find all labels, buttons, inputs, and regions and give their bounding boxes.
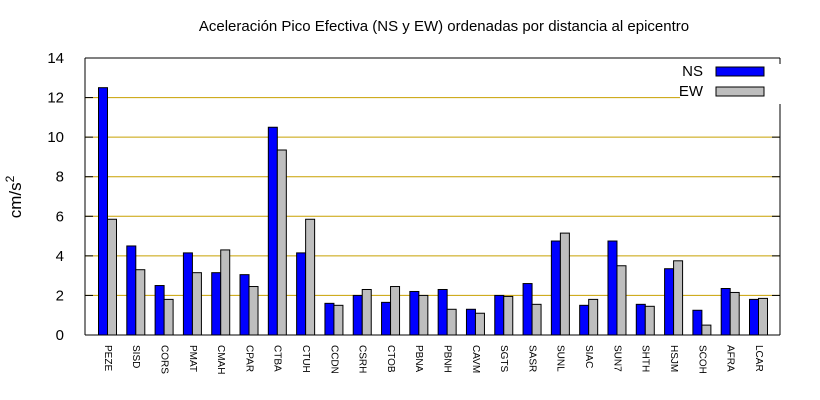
bar-ns-ctob	[381, 301, 392, 336]
x-tick-label: CTUH	[300, 345, 311, 373]
x-tick-label: SGTS	[498, 345, 509, 373]
y-tick-label: 2	[56, 287, 64, 304]
bar-ns-afra	[720, 288, 731, 336]
legend-label-ew: EW	[679, 83, 704, 100]
bar-ns-scoh	[692, 309, 703, 336]
legend-label-ns: NS	[682, 63, 703, 80]
bar-ew-hsjm	[673, 260, 684, 336]
bar-ew-scoh	[701, 324, 712, 336]
y-tick-label: 6	[56, 208, 64, 225]
x-tick-label: PEZE	[102, 345, 113, 371]
y-tick-label: 10	[47, 129, 64, 146]
bar-ns-sunl	[550, 240, 561, 336]
bar-ns-sun7	[607, 240, 618, 336]
x-tick-label: CCDN	[328, 345, 339, 374]
x-tick-label: SHTH	[640, 345, 651, 372]
x-tick-label: CTBA	[272, 345, 283, 372]
bar-ns-pmat	[182, 252, 193, 336]
bar-ew-csrh	[361, 288, 372, 336]
legend: NS EW	[679, 63, 783, 104]
x-tick-label: SASR	[526, 345, 537, 372]
x-tick-label: PBNH	[442, 345, 453, 373]
y-axis-label: cm/s2	[3, 175, 25, 218]
bar-ew-peze	[107, 218, 117, 336]
bar-ns-hsjm	[664, 268, 675, 336]
bar-ns-ccdn	[324, 302, 335, 336]
x-tick-label: AFRA	[725, 345, 736, 372]
bars	[98, 87, 768, 336]
bar-ns-sasr	[522, 283, 533, 336]
bar-ew-lcar	[758, 297, 768, 336]
x-tick-label: CSRH	[357, 345, 368, 373]
bar-ns-cpar	[239, 274, 250, 336]
bar-ew-shth	[644, 305, 655, 336]
y-tick-label: 14	[47, 50, 64, 67]
bar-ew-sunl	[559, 232, 570, 336]
bar-ew-pbnh	[446, 308, 457, 336]
chart-title: Aceleración Pico Efectiva (NS y EW) orde…	[199, 18, 689, 35]
x-tick-label: SCOH	[696, 345, 707, 374]
bar-ns-sgts	[494, 294, 505, 336]
bar-ns-ctba	[267, 126, 278, 336]
x-tick-label: CORS	[158, 345, 169, 374]
bar-ew-ctuh	[305, 218, 316, 336]
x-tick-label: SUN7	[611, 345, 622, 372]
bar-ns-sisd	[126, 245, 137, 336]
y-tick-label: 12	[47, 90, 64, 107]
legend-swatch-ew	[715, 86, 765, 97]
bar-ew-cors	[163, 298, 174, 336]
bar-ew-cmah	[220, 249, 231, 336]
x-tick-label: CAVM	[470, 345, 481, 373]
bar-ns-pbnh	[437, 288, 448, 336]
bar-ns-peze	[98, 87, 108, 336]
bar-ns-ctuh	[296, 252, 307, 336]
x-tick-label: CTOB	[385, 345, 396, 373]
bar-ew-ctob	[390, 286, 401, 336]
y-tick-label: 4	[56, 248, 64, 265]
legend-swatch-ns	[715, 66, 765, 77]
y-axis-label-superscript: 2	[3, 175, 17, 182]
x-tick-label: LCAR	[753, 345, 764, 372]
x-tick-label: SISD	[130, 345, 141, 368]
bar-ew-afra	[729, 291, 740, 336]
x-tick-label: PMAT	[187, 345, 198, 372]
bar-ns-pbna	[409, 290, 420, 336]
y-tick-label: 8	[56, 169, 64, 186]
bar-ns-cors	[154, 285, 165, 336]
bar-ns-cmah	[211, 272, 222, 336]
x-tick-label: HSJM	[668, 345, 679, 372]
bar-ew-cavm	[474, 312, 485, 336]
bar-ew-cpar	[248, 286, 259, 336]
bar-ew-sasr	[531, 303, 542, 336]
bar-ns-csrh	[352, 294, 363, 336]
y-tick-labels: 0 2 4 6 8 10 12 14	[47, 50, 64, 344]
bar-ew-sun7	[616, 265, 627, 336]
bar-ew-sisd	[135, 269, 146, 336]
y-axis-label-unit: cm/s	[6, 182, 25, 218]
x-tick-label: PBNA	[413, 345, 424, 373]
x-tick-label: CMAH	[215, 345, 226, 374]
axes	[84, 57, 781, 336]
bar-ew-pmat	[191, 272, 202, 336]
bar-ns-lcar	[749, 298, 759, 336]
x-tick-labels: PEZE SISD CORS PMAT CMAH CPAR CTBA CTUH CCDN CSRH…	[102, 345, 764, 374]
x-tick-label: SIAC	[583, 345, 594, 368]
x-tick-label: SUNL	[555, 345, 566, 372]
bar-ns-shth	[635, 303, 646, 336]
bar-ew-sgts	[503, 295, 514, 336]
y-tick-label: 0	[56, 327, 64, 344]
bar-ew-ccdn	[333, 304, 344, 336]
bar-ew-pbna	[418, 294, 429, 336]
bar-ns-cavm	[465, 308, 476, 336]
bar-ns-siac	[579, 304, 590, 336]
x-tick-label: CPAR	[243, 345, 254, 372]
bar-ew-siac	[588, 298, 599, 336]
bar-ew-ctba	[276, 149, 287, 336]
